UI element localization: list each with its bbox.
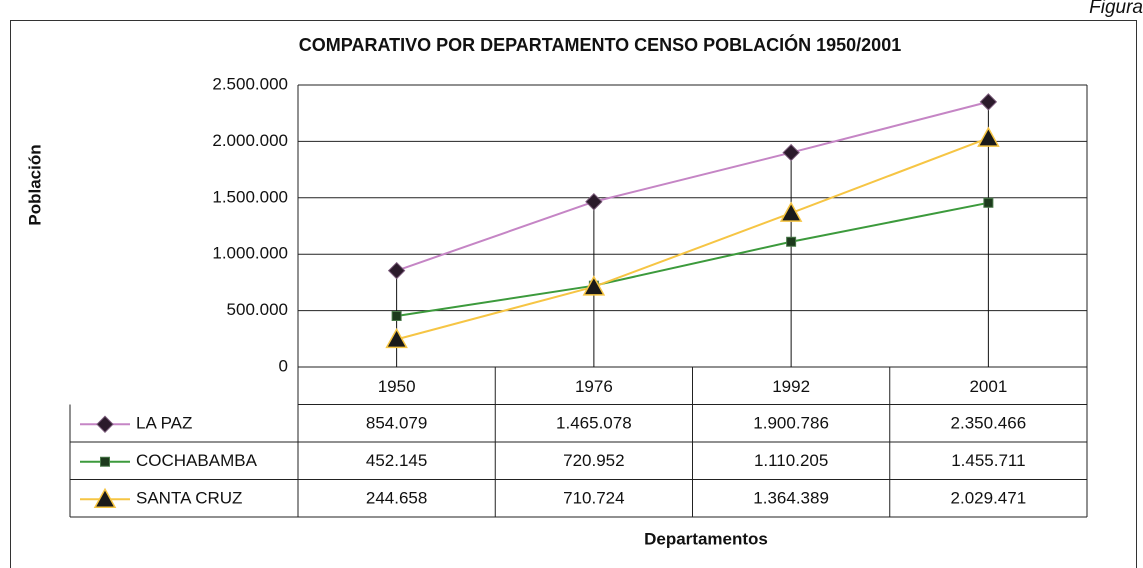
table-value: 1.455.711 <box>951 451 1025 470</box>
legend-marker <box>96 415 114 433</box>
point <box>786 236 797 247</box>
x-tick-label: 1976 <box>575 377 613 396</box>
x-tick-label: 1992 <box>772 377 810 396</box>
y-tick-label: 500.000 <box>227 300 288 319</box>
y-tick-label: 0 <box>279 356 288 375</box>
legend-label: SANTA CRUZ <box>136 489 242 508</box>
frame <box>10 20 1137 568</box>
x-axis-label: Departamentos <box>644 529 768 548</box>
table-value: 452.145 <box>366 451 427 470</box>
y-axis-label: Población <box>25 144 44 225</box>
point <box>585 193 603 211</box>
table-value: 244.658 <box>366 489 427 508</box>
y-tick-label: 2.500.000 <box>212 74 288 93</box>
table-value: 1.465.078 <box>556 414 632 433</box>
point <box>977 126 1000 147</box>
series-line <box>396 100 989 272</box>
table-value: 1.110.205 <box>754 451 828 470</box>
y-tick-label: 1.500.000 <box>212 187 288 206</box>
y-tick-label: 1.000.000 <box>212 244 288 263</box>
y-tick-label: 2.000.000 <box>212 131 288 150</box>
point <box>979 93 998 111</box>
table-value: 854.079 <box>366 414 427 433</box>
x-tick-label: 1950 <box>378 377 416 396</box>
figure-label: Figura <box>1089 0 1143 18</box>
chart-title: COMPARATIVO POR DEPARTAMENTO CENSO POBLA… <box>299 34 901 55</box>
legend-label: COCHABAMBA <box>136 451 258 470</box>
legend-marker <box>93 487 117 508</box>
point <box>391 310 402 321</box>
table-value: 1.364.389 <box>753 489 829 508</box>
point <box>779 201 803 222</box>
table-value: 2.350.466 <box>951 414 1027 433</box>
table-value: 2.029.471 <box>951 489 1027 508</box>
point <box>983 197 994 208</box>
point <box>387 261 406 280</box>
series-line <box>396 137 989 341</box>
table-value: 710.724 <box>563 489 624 508</box>
x-tick-label: 2001 <box>969 377 1007 396</box>
series-line <box>396 201 989 317</box>
point <box>385 327 408 349</box>
table-value: 1.900.786 <box>753 414 829 433</box>
legend-label: LA PAZ <box>136 414 192 433</box>
table-value: 720.952 <box>563 451 624 470</box>
point <box>582 275 606 296</box>
point <box>782 143 800 162</box>
legend-marker <box>100 456 110 467</box>
